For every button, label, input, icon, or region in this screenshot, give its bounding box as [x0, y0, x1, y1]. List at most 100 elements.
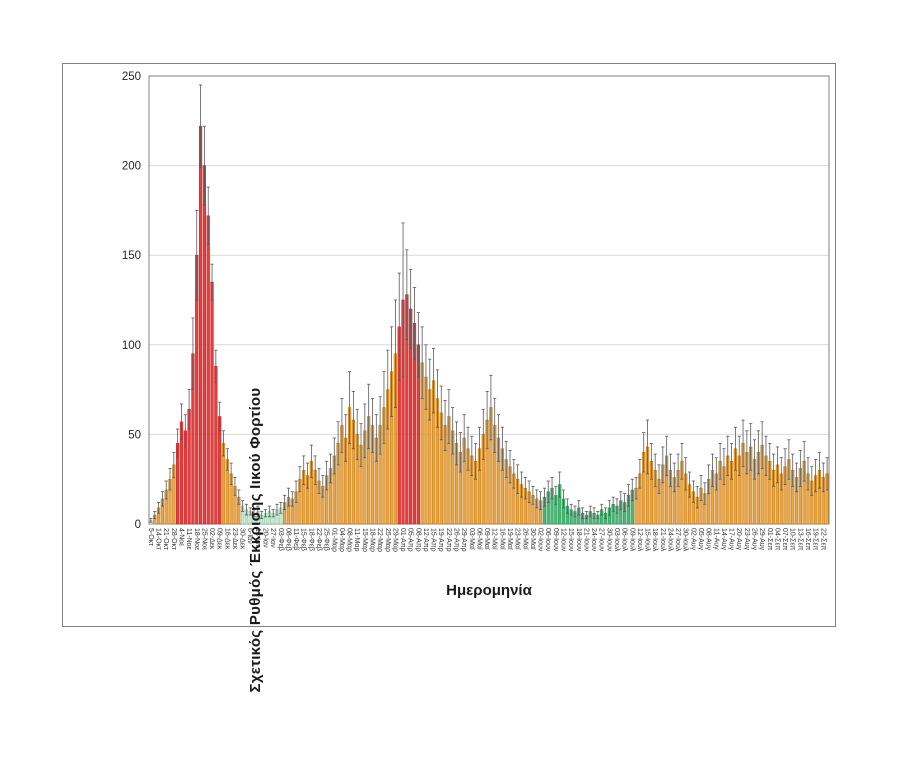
- x-tick-label: 30-Δεκ: [239, 528, 246, 550]
- x-tick-label: 02-Αυγ: [689, 528, 696, 551]
- x-tick-label: 15-Απρ: [430, 528, 437, 552]
- x-tick-label: 24-Ιουλ: [666, 528, 673, 552]
- x-tick-label: 30-Μαϊ: [529, 528, 536, 550]
- x-tick-label: 27-Ιουλ: [674, 528, 681, 552]
- x-tick-label: 25-Φεβ: [323, 528, 330, 551]
- x-tick-label: 16-Σεπ: [804, 528, 811, 551]
- x-tick-label: 29-Αυγ: [758, 528, 765, 551]
- x-tick-label: 11-Νοε: [185, 528, 192, 550]
- x-tick-label: 11-Αυγ: [712, 528, 719, 550]
- x-tick-label: 24-Ιουν: [590, 528, 597, 552]
- x-tick-label: 23-Δεκ: [231, 528, 238, 550]
- x-tick-label: 19-Σεπ: [812, 528, 819, 551]
- x-tick-label: 11-Φεβ: [292, 528, 299, 550]
- x-tick-label: 25-Νοε: [200, 528, 207, 550]
- y-tick-label: 250: [122, 71, 141, 83]
- x-tick-label: 02-Δεκ: [208, 528, 215, 550]
- x-tick-label: 18-Ιουν: [575, 528, 582, 552]
- x-tick-label: 26-Απρ: [453, 528, 460, 552]
- x-tick-label: 21-Ιουν: [582, 528, 589, 552]
- bar: [210, 281, 214, 525]
- plot-border: [148, 75, 830, 525]
- x-tick-label: 15-Ιουν: [567, 528, 574, 552]
- x-tick-label: 09-Ιουλ: [628, 528, 635, 552]
- x-tick-label: 14-Αυγ: [720, 528, 727, 551]
- x-tick-label: 27-Ιουν: [598, 528, 605, 552]
- x-tick-label: 07-Σεπ: [781, 528, 788, 551]
- x-tick-label: 29-Μαρ: [391, 528, 398, 552]
- y-tick-label: 100: [122, 340, 141, 352]
- x-axis-title: Ημερομηνία: [446, 582, 532, 599]
- x-tick-label: 09-Μαϊ: [483, 528, 490, 550]
- x-tick-label: 30-Ιουν: [605, 528, 612, 552]
- x-tick-label: 22-Φεβ: [315, 528, 322, 551]
- y-tick-label: 50: [128, 429, 141, 441]
- x-tick-label: 18-Φεβ: [307, 528, 314, 551]
- x-tick-label: 06-Μαϊ: [475, 528, 482, 550]
- x-tick-label: 18-Νοε: [193, 528, 200, 550]
- x-tick-label: 02-Ιουν: [537, 528, 544, 552]
- x-tick-label: 30-Ιουλ: [682, 528, 689, 552]
- x-tick-label: 08-Φεβ: [284, 528, 291, 551]
- x-tick-label: 18-Μαρ: [368, 528, 375, 552]
- y-tick-label: 0: [135, 519, 141, 531]
- x-tick-label: 03-Φεβ: [277, 528, 284, 551]
- x-tick-label: 21-Ιουλ: [659, 528, 666, 552]
- bar: [198, 125, 203, 525]
- x-tick-label: 18-Ιουλ: [651, 528, 658, 552]
- x-tick-label: 19-Απρ: [437, 528, 444, 552]
- x-tick-label: 22-Μαρ: [376, 528, 383, 552]
- x-tick-label: 17-Αυγ: [728, 528, 735, 551]
- x-tick-label: 08-Αυγ: [705, 528, 712, 551]
- y-axis-title: Σχετικός Ρυθμός Έκκρισης Ιικού Φορτίου: [247, 387, 264, 693]
- x-tick-label: 5-Οκτ: [147, 528, 154, 546]
- x-tick-label: 20-Αυγ: [735, 528, 742, 551]
- x-tick-label: 20-Ιαν: [262, 528, 269, 548]
- x-tick-label: 16-Δεκ: [223, 528, 230, 550]
- x-tick-label: 23-Αυγ: [743, 528, 750, 551]
- x-tick-label: 14-Οκτ: [155, 528, 162, 550]
- x-tick-label: 13-Ιαν: [254, 528, 261, 548]
- chart-outer-border: Σχετικός Ρυθμός Έκκρισης Ιικού Φορτίου 0…: [62, 63, 836, 692]
- x-tick-label: 15-Φεβ: [300, 528, 307, 551]
- x-tick-label: 04-Σεπ: [773, 528, 780, 551]
- x-tick-label: 29-Απρ: [460, 528, 467, 552]
- x-tick-label: 15-Ιουλ: [644, 528, 651, 552]
- x-tick-label: 06-Ιουν: [544, 528, 551, 552]
- page: { "chart_data": { "type": "bar", "title"…: [62, 63, 836, 693]
- x-tick-label: 25-Μαρ: [384, 528, 391, 552]
- x-tick-label: 01-Μαρ: [330, 528, 337, 552]
- y-tick-label: 200: [122, 161, 141, 173]
- x-tick-label: 16-Μαϊ: [498, 528, 505, 550]
- x-tick-label: 12-Μαϊ: [491, 528, 498, 550]
- x-tick-label: 09-Ιουν: [552, 528, 559, 552]
- x-tick-label: 26-Αυγ: [751, 528, 758, 551]
- x-tick-label: 06-Ιουλ: [621, 528, 628, 552]
- bar: [218, 416, 222, 525]
- x-tick-label: 03-Μαϊ: [468, 528, 475, 550]
- x-tick-label: 15-Μαρ: [361, 528, 368, 552]
- x-tick-label: 11-Μαρ: [353, 528, 360, 551]
- x-tick-label: 01-Απρ: [399, 528, 406, 552]
- x-tick-label: 08-Μαρ: [346, 528, 353, 552]
- x-tick-label: 22-Σεπ: [819, 528, 826, 551]
- bar: [202, 165, 207, 525]
- x-tick-label: 28-Οκτ: [170, 528, 177, 550]
- x-tick-label: 12-Ιουν: [559, 528, 566, 552]
- x-tick-label: 23-Μαϊ: [514, 528, 521, 550]
- chart-plot: 0 50 100 150 200 250 5-Οκτ 14-Οκτ 21-Οκτ 28-Οκτ 4-…: [122, 71, 830, 552]
- x-tick-label: 6-Ιαν: [246, 528, 253, 544]
- x-tick-label: 13-Σεπ: [796, 528, 803, 551]
- x-tick-label: 27-Ιαν: [269, 528, 276, 548]
- x-tick-label: 04-Μαρ: [338, 528, 345, 552]
- y-tick-label: 150: [122, 250, 141, 262]
- x-tick-label: 10-Σεπ: [789, 528, 796, 551]
- bar: [206, 215, 210, 525]
- x-tick-label: 26-Μαϊ: [521, 528, 528, 550]
- x-tick-label: 19-Μαϊ: [506, 528, 513, 550]
- x-tick-label: 22-Απρ: [445, 528, 452, 552]
- x-tick-label: 12-Ιουλ: [636, 528, 643, 552]
- x-tick-label: 08-Απρ: [414, 528, 421, 552]
- x-tick-label: 4-Νοε: [177, 528, 184, 546]
- x-tick-label: 12-Απρ: [422, 528, 429, 552]
